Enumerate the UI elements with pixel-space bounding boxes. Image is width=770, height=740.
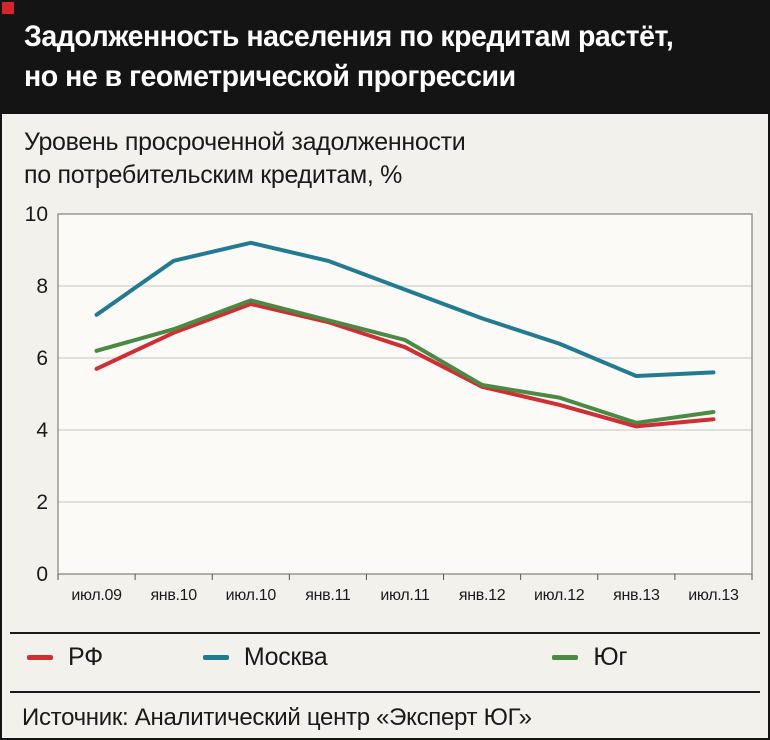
svg-text:2: 2 [36,491,48,514]
source-note: Источник: Аналитический центр «Эксперт Ю… [22,704,532,731]
legend-swatch-rf [27,655,53,660]
legend-swatch-yug [552,655,579,660]
line-chart: 0 2 4 6 8 10 июл.09 янв.10 июл.10 янв.11 июл.11 янв… [14,202,768,622]
svg-text:4: 4 [36,419,48,442]
legend-label-rf: РФ [68,643,103,671]
svg-text:8: 8 [36,275,48,298]
chart-legend: РФ Москва Юг [2,634,768,681]
header: Задолженность населения по кредитам раст… [2,2,768,114]
divider-top [10,632,760,634]
page-title-line-2: но не в геометрической прогрессии [24,60,516,93]
svg-text:10: 10 [25,203,48,226]
svg-text:июл.09: июл.09 [71,587,122,604]
red-corner-accent [2,2,14,14]
svg-text:янв.11: янв.11 [305,587,351,604]
svg-text:июл.10: июл.10 [226,587,277,604]
page-title-line-1: Задолженность населения по кредитам раст… [24,20,674,53]
svg-text:янв.13: янв.13 [613,587,660,604]
legend-item-yug: Юг [552,643,627,672]
svg-text:янв.10: янв.10 [150,587,197,604]
svg-text:июл.13: июл.13 [688,587,739,604]
svg-text:6: 6 [36,347,48,370]
svg-text:0: 0 [36,563,48,586]
chart-subtitle-line-2: по потребительским кредитам, % [24,161,403,189]
legend-item-moscow: Москва [202,643,328,672]
svg-text:янв.12: янв.12 [459,587,506,604]
chart-subtitle: Уровень просроченной задолженности по по… [24,126,768,192]
svg-text:июл.12: июл.12 [534,587,585,604]
legend-item-rf: РФ [27,643,103,672]
chart-subtitle-line-1: Уровень просроченной задолженности [24,128,466,156]
svg-text:июл.11: июл.11 [380,587,430,604]
legend-label-yug: Юг [593,643,628,671]
legend-swatch-moscow [202,655,229,660]
line-chart-canvas: 0 2 4 6 8 10 июл.09 янв.10 июл.10 янв.11 июл.11 янв… [25,203,753,604]
legend-label-moscow: Москва [243,643,328,671]
divider-bottom [10,691,760,693]
